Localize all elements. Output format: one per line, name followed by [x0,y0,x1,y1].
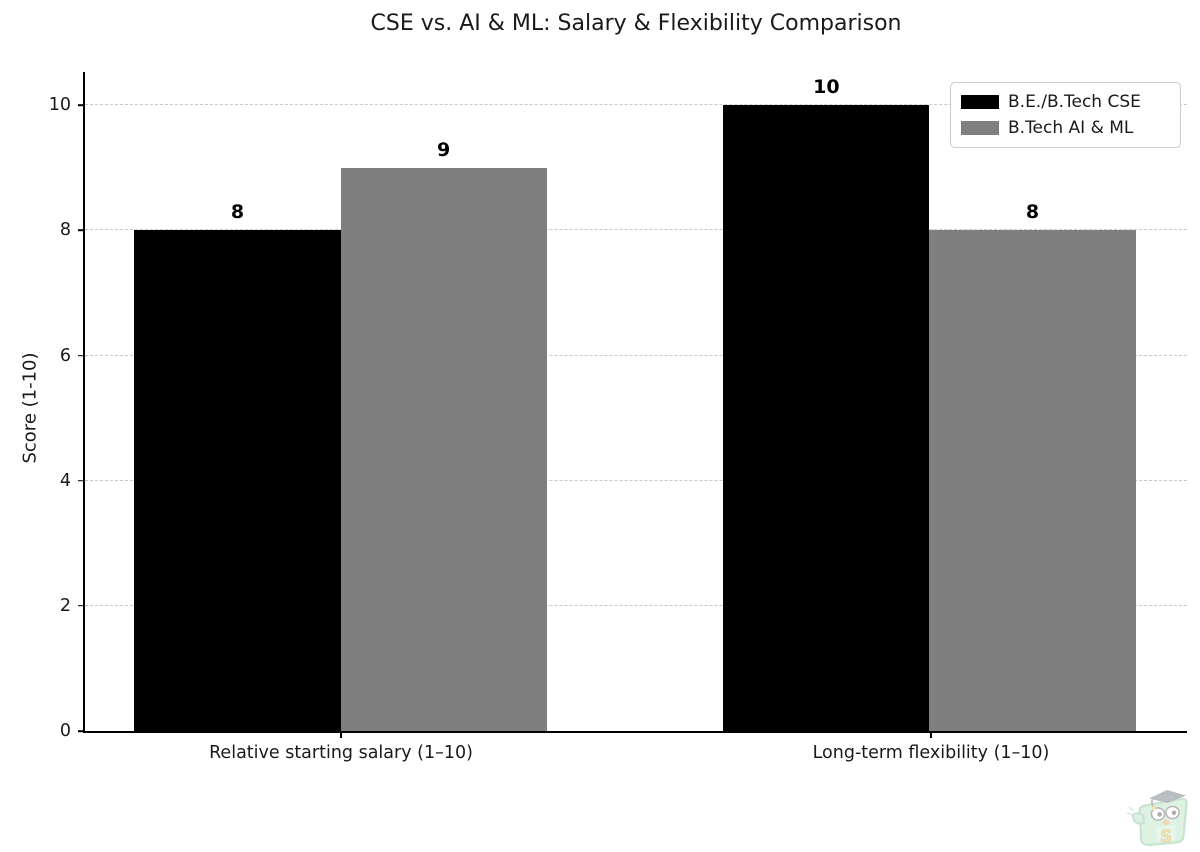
y-tick-mark-8 [78,229,85,232]
bar-value-label: 8 [230,201,245,224]
y-tick-label-6: 6 [59,345,71,366]
y-axis: 0 2 4 6 8 10 [0,72,85,741]
y-tick-label-8: 8 [59,220,71,241]
mascot-eye-right [1165,805,1180,820]
x-tick-mark-flexibility [930,731,932,738]
y-tick-label-10: 10 [48,95,71,116]
legend-item-aiml[interactable]: B.Tech AI & ML [961,115,1170,141]
plot-area: 8 9 10 8 [83,72,1187,733]
mascot-tassel-end [1151,805,1157,811]
gridline-y-2 [85,604,1187,606]
bar-aiml-salary[interactable]: 9 [340,139,547,731]
bar-cse-salary[interactable]: 8 [134,201,341,731]
y-axis-spine [83,72,85,733]
mascot-pupil-right [1171,810,1177,816]
y-tick-mark-10 [78,104,85,106]
mascot-letter: S [1160,827,1172,847]
gridline-y-10 [85,104,1187,106]
bar-aiml-flexibility[interactable]: 8 [929,201,1136,731]
y-tick-mark-2 [78,605,85,607]
mascot-wing [1132,812,1146,825]
bar-value-label: 9 [436,138,451,161]
mascot-belly [1156,825,1176,843]
bar-cse-flexibility[interactable]: 10 [723,76,930,731]
x-tick-mark-salary [340,731,342,738]
bar-value-label: 10 [813,76,840,99]
gridline-y-8 [85,229,1187,231]
x-axis-spine [83,731,1187,733]
mascot-body [1138,797,1188,846]
mascot-pupil-left [1157,812,1162,817]
mascot-motion-lines [1126,806,1135,817]
y-tick-label-2: 2 [59,595,71,616]
legend: B.E./B.Tech CSE B.Tech AI & ML [950,82,1181,148]
y-tick-mark-6 [78,354,85,357]
legend-label-cse: B.E./B.Tech CSE [1008,92,1141,112]
mascot-eye-left [1150,807,1166,821]
legend-label-aiml: B.Tech AI & ML [1008,118,1134,138]
y-tick-mark-0 [78,730,85,732]
mascot-cap-base [1160,794,1174,800]
bar-value-label: 8 [1025,201,1040,224]
legend-item-cse[interactable]: B.E./B.Tech CSE [961,89,1170,115]
y-tick-mark-4 [78,479,85,482]
legend-swatch-cse [961,95,999,109]
chart-title: CSE vs. AI & ML: Salary & Flexibility Co… [370,11,902,36]
mascot-cap-board [1149,790,1186,803]
gridline-y-6 [85,354,1187,356]
legend-swatch-aiml [961,121,999,135]
mascot-cap-tassel [1151,797,1155,808]
x-category-label-salary: Relative starting salary (1–10) [209,743,473,763]
graduate-mascot-watermark: S [1126,790,1188,847]
y-tick-label-4: 4 [59,470,71,491]
gridline-y-4 [85,479,1187,481]
y-tick-label-0: 0 [59,721,71,741]
x-category-label-flexibility: Long-term flexibility (1–10) [812,743,1050,763]
mascot-mouth [1162,819,1170,826]
